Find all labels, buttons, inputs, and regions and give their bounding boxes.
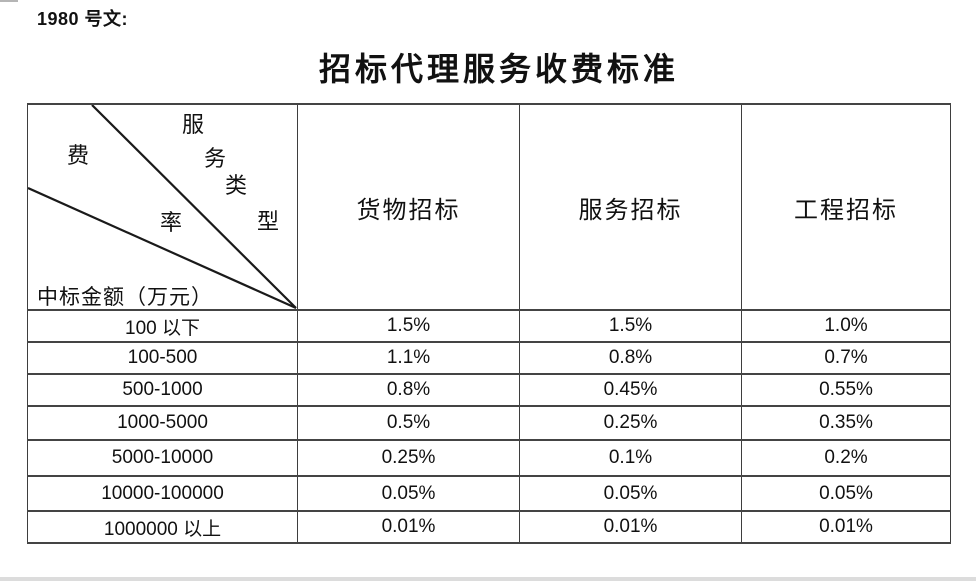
rate-cell: 0.35%: [741, 405, 951, 441]
corner-label-amount: 中标金额（万元）: [37, 285, 213, 309]
corner-label-rate-char-1: 费: [66, 143, 89, 168]
column-header-service-bidding: 服务招标: [519, 103, 742, 311]
rate-cell: 0.2%: [741, 439, 951, 477]
table-row: 100-500 1.1% 0.8% 0.7%: [27, 341, 951, 375]
rate-cell: 0.01%: [519, 510, 742, 544]
doc-number-label: 1980 号文:: [37, 9, 129, 29]
table-row: 10000-100000 0.05% 0.05% 0.05%: [27, 475, 951, 512]
amount-range-cell: 100-500: [27, 341, 298, 375]
amount-range-cell: 10000-100000: [27, 475, 298, 512]
table-header-row: 费 率 服 务 类 型 中标金额（万元） 货物招标 服务招标 工程招标: [27, 103, 951, 311]
amount-range-cell: 1000000 以上: [27, 510, 298, 544]
table-row: 500-1000 0.8% 0.45% 0.55%: [27, 373, 951, 407]
diagonal-line-upper: [91, 106, 297, 308]
corner-label-service-char-3: 类: [224, 173, 247, 198]
diagonal-divider-lines: [28, 106, 297, 308]
rate-cell: 0.45%: [519, 373, 742, 407]
bottom-edge-strip: [0, 577, 976, 581]
rate-cell: 0.8%: [297, 373, 520, 407]
fee-standard-table: 费 率 服 务 类 型 中标金额（万元） 货物招标 服务招标 工程招标 100 …: [27, 103, 951, 544]
rate-cell: 0.5%: [297, 405, 520, 441]
top-left-edge-artifact: [0, 0, 18, 2]
corner-label-service-char-4: 型: [256, 209, 279, 234]
rate-cell: 0.7%: [741, 341, 951, 375]
rate-cell: 0.1%: [519, 439, 742, 477]
rate-cell: 1.1%: [297, 341, 520, 375]
amount-range-cell: 100 以下: [27, 309, 298, 343]
rate-cell: 0.05%: [519, 475, 742, 512]
rate-cell: 1.0%: [741, 309, 951, 343]
column-header-goods-bidding: 货物招标: [297, 103, 520, 311]
rate-cell: 0.01%: [297, 510, 520, 544]
rate-cell: 1.5%: [519, 309, 742, 343]
table-row: 5000-10000 0.25% 0.1% 0.2%: [27, 439, 951, 477]
corner-label-rate-char-2: 率: [159, 210, 182, 235]
rate-cell: 0.55%: [741, 373, 951, 407]
table-row: 1000000 以上 0.01% 0.01% 0.01%: [27, 510, 951, 544]
amount-range-cell: 5000-10000: [27, 439, 298, 477]
table-corner-cell: 费 率 服 务 类 型 中标金额（万元）: [27, 103, 298, 311]
page-title: 招标代理服务收费标准: [318, 51, 679, 87]
rate-cell: 0.05%: [297, 475, 520, 512]
diagonal-line-lower: [28, 187, 297, 308]
corner-label-service-char-1: 服: [181, 112, 204, 137]
rate-cell: 0.25%: [297, 439, 520, 477]
rate-cell: 0.8%: [519, 341, 742, 375]
table-row: 1000-5000 0.5% 0.25% 0.35%: [27, 405, 951, 441]
amount-range-cell: 1000-5000: [27, 405, 298, 441]
rate-cell: 1.5%: [297, 309, 520, 343]
corner-label-service-char-2: 务: [203, 146, 226, 171]
rate-cell: 0.25%: [519, 405, 742, 441]
amount-range-cell: 500-1000: [27, 373, 298, 407]
table-row: 100 以下 1.5% 1.5% 1.0%: [27, 309, 951, 343]
column-header-engineering-bidding: 工程招标: [741, 103, 951, 311]
rate-cell: 0.01%: [741, 510, 951, 544]
rate-cell: 0.05%: [741, 475, 951, 512]
